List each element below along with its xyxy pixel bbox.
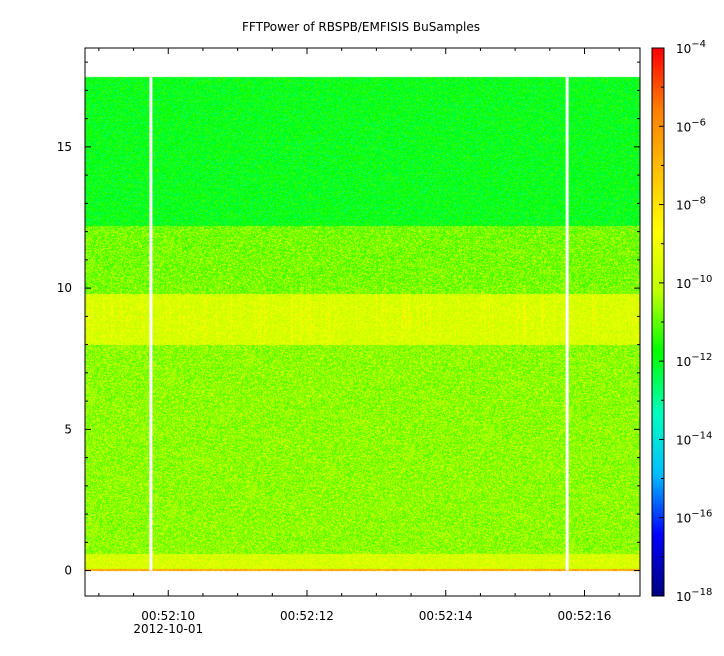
colorbar-tick-label: 10−6 bbox=[676, 117, 706, 134]
colorbar-tick-label: 10−4 bbox=[676, 39, 706, 56]
plot-frame bbox=[84, 47, 641, 597]
y-tick-label: 15 bbox=[57, 140, 72, 154]
colorbar-axis: 10−4 10−6 10−8 10−10 10−12 10−14 10−16 10−18 bbox=[659, 39, 712, 604]
y-tick-label: 0 bbox=[64, 564, 72, 578]
colorbar-gradient bbox=[652, 48, 664, 596]
data-gap bbox=[149, 76, 153, 571]
data-gap bbox=[565, 76, 569, 571]
y-axis: 0 5 10 15 bbox=[57, 61, 640, 578]
colorbar-tick-label: 10−12 bbox=[676, 352, 712, 369]
colorbar-tick-label: 10−18 bbox=[676, 587, 712, 604]
data-gap-layer bbox=[149, 76, 569, 571]
colorbar-tick-label: 10−8 bbox=[676, 196, 706, 213]
x-tick-label: 00:52:10 bbox=[141, 609, 195, 623]
y-tick-label: 10 bbox=[57, 281, 72, 295]
colorbar-tick-label: 10−16 bbox=[676, 509, 712, 526]
x-tick-sublabel: 2012-10-01 bbox=[133, 622, 203, 636]
spectrogram-heatmap bbox=[85, 48, 640, 596]
colorbar-tick-label: 10−14 bbox=[676, 430, 712, 447]
colorbar-tick-label: 10−10 bbox=[676, 274, 712, 291]
x-tick-label: 00:52:16 bbox=[558, 609, 612, 623]
chart-title: FFTPower of RBSPB/EMFISIS BuSamples bbox=[242, 20, 480, 34]
y-tick-label: 5 bbox=[64, 422, 72, 436]
x-tick-label: 00:52:12 bbox=[280, 609, 334, 623]
x-tick-label: 00:52:14 bbox=[419, 609, 473, 623]
